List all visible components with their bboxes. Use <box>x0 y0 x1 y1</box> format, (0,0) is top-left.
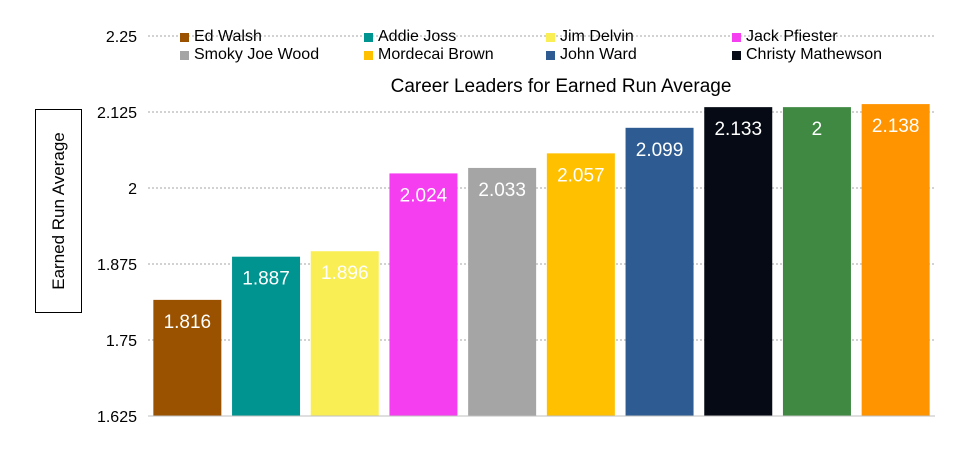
bar-data-label: 2.099 <box>636 140 684 161</box>
bar-data-label: 2.138 <box>872 116 920 137</box>
legend-swatch <box>732 50 741 60</box>
legend-item: Addie Joss <box>364 28 456 46</box>
legend-item: Jack Pfiester <box>732 28 838 46</box>
bar <box>153 299 222 416</box>
legend-swatch <box>732 32 741 42</box>
bar-data-label: 2.133 <box>714 119 762 140</box>
y-axis-label-box: Earned Run Average <box>35 109 82 313</box>
legend-item: Mordecai Brown <box>364 46 494 64</box>
bar <box>310 251 379 416</box>
chart-title: Career Leaders for Earned Run Average <box>391 76 732 97</box>
y-tick-label: 1.625 <box>97 409 137 426</box>
legend-swatch <box>180 50 189 60</box>
legend-label: Ed Walsh <box>194 28 262 45</box>
y-tick-label: 1.875 <box>97 257 137 274</box>
bar-data-label: 2 <box>812 119 823 140</box>
legend-swatch <box>180 32 189 42</box>
bar <box>704 107 773 417</box>
y-tick-label: 2.125 <box>97 105 137 122</box>
legend-swatch <box>364 50 373 60</box>
y-axis-label: Earned Run Average <box>48 132 68 290</box>
legend-label: Mordecai Brown <box>378 46 494 63</box>
legend-label: Addie Joss <box>378 28 457 45</box>
bar <box>625 127 694 417</box>
bar-data-label: 1.887 <box>242 269 290 290</box>
legend-item: John Ward <box>546 46 637 64</box>
bar-data-label: 2.057 <box>557 165 605 186</box>
bar <box>389 173 458 416</box>
bar <box>468 167 537 416</box>
bar <box>782 107 851 417</box>
y-tick-label: 2 <box>128 181 137 198</box>
legend-label: Christy Mathewson <box>746 46 883 63</box>
bar-data-label: 1.896 <box>321 263 369 284</box>
legend-swatch <box>546 32 555 42</box>
legend-label: Jim Delvin <box>560 28 634 45</box>
bar-data-label: 2.033 <box>478 180 526 201</box>
bar <box>546 153 615 416</box>
y-axis-ticks: 1.625 1.75 1.875 2 2.125 2.25 <box>97 29 137 426</box>
bar-data-label: 2.024 <box>400 185 448 206</box>
legend-item: Christy Mathewson <box>732 46 882 64</box>
y-tick-label: 1.75 <box>106 333 137 350</box>
bar <box>232 256 301 416</box>
legend-item: Jim Delvin <box>546 28 634 46</box>
legend-item: Smoky Joe Wood <box>180 46 319 64</box>
y-tick-label: 2.25 <box>106 29 137 46</box>
bar <box>861 104 930 416</box>
legend-swatch <box>364 32 373 42</box>
legend-item: Ed Walsh <box>180 28 262 46</box>
gridlines <box>148 35 935 341</box>
legend-label: John Ward <box>560 46 637 63</box>
legend-label: Smoky Joe Wood <box>194 46 320 63</box>
bars: 1.816 1.887 1.896 2.024 2.033 2.057 2.099 2.133… <box>153 104 930 417</box>
bar-data-label: 1.816 <box>164 312 212 333</box>
legend-label: Jack Pfiester <box>746 28 838 45</box>
legend-swatch <box>546 50 555 60</box>
